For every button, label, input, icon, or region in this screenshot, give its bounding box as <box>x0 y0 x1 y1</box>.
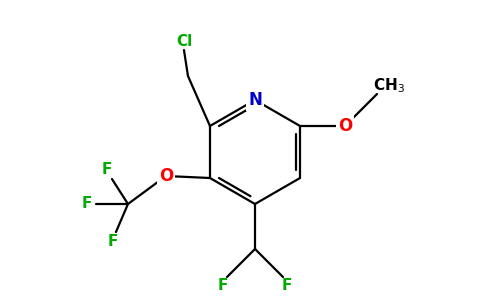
Text: O: O <box>338 117 352 135</box>
Text: F: F <box>102 163 112 178</box>
Text: F: F <box>218 278 228 293</box>
Text: F: F <box>108 235 118 250</box>
Text: N: N <box>248 91 262 109</box>
Text: O: O <box>159 167 173 185</box>
Text: F: F <box>82 196 92 211</box>
Text: CH$_3$: CH$_3$ <box>373 76 405 95</box>
Text: F: F <box>282 278 292 293</box>
Text: Cl: Cl <box>176 34 192 49</box>
